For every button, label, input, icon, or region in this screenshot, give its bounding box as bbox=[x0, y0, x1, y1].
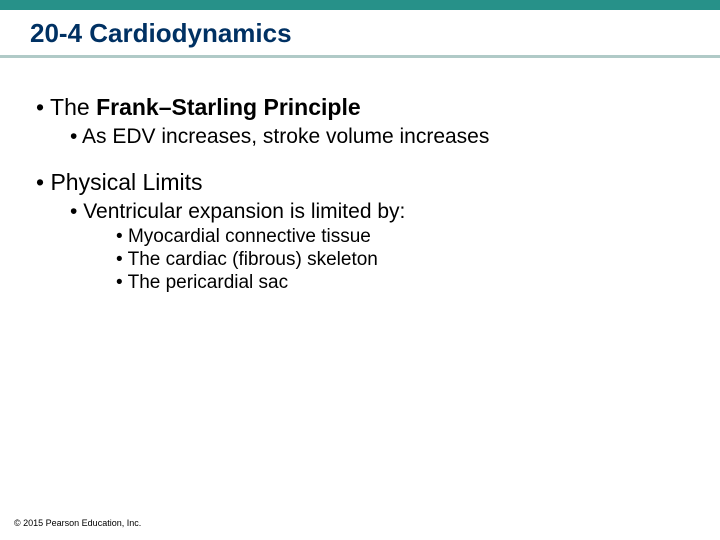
bullet-text: The cardiac (fibrous) skeleton bbox=[128, 249, 378, 270]
title-area: 20-4 Cardiodynamics bbox=[0, 10, 720, 55]
bullet-text: As EDV increases, stroke volume increase… bbox=[82, 125, 489, 148]
bullet-ventricular-expansion: • Ventricular expansion is limited by: bbox=[30, 200, 690, 224]
bullet-frank-starling: • The Frank–Starling Principle bbox=[30, 94, 690, 121]
bullet-text: Myocardial connective tissue bbox=[128, 226, 371, 247]
copyright-footer: © 2015 Pearson Education, Inc. bbox=[14, 518, 141, 528]
bullet-marker: • bbox=[36, 169, 50, 195]
bullet-marker: • bbox=[70, 125, 82, 148]
bullet-text: The pericardial sac bbox=[128, 272, 289, 293]
bullet-edv-stroke: • As EDV increases, stroke volume increa… bbox=[30, 125, 690, 149]
bullet-text: Ventricular expansion is limited by: bbox=[83, 200, 405, 223]
bullet-pericardial-sac: • The pericardial sac bbox=[30, 272, 690, 294]
bullet-cardiac-skeleton: • The cardiac (fibrous) skeleton bbox=[30, 249, 690, 271]
slide-title: 20-4 Cardiodynamics bbox=[30, 18, 690, 49]
bullet-prefix: The bbox=[50, 94, 96, 120]
bullet-physical-limits: • Physical Limits bbox=[30, 169, 690, 196]
bullet-marker: • bbox=[116, 249, 128, 270]
bullet-bold: Frank–Starling Principle bbox=[96, 94, 361, 120]
spacer bbox=[30, 151, 690, 169]
top-accent-bar bbox=[0, 0, 720, 10]
bullet-marker: • bbox=[116, 272, 128, 293]
bullet-myocardial: • Myocardial connective tissue bbox=[30, 226, 690, 248]
bullet-marker: • bbox=[116, 226, 128, 247]
bullet-text: Physical Limits bbox=[50, 169, 202, 195]
bullet-marker: • bbox=[70, 200, 83, 223]
slide-content: • The Frank–Starling Principle • As EDV … bbox=[0, 58, 720, 294]
bullet-marker: • bbox=[36, 94, 50, 120]
